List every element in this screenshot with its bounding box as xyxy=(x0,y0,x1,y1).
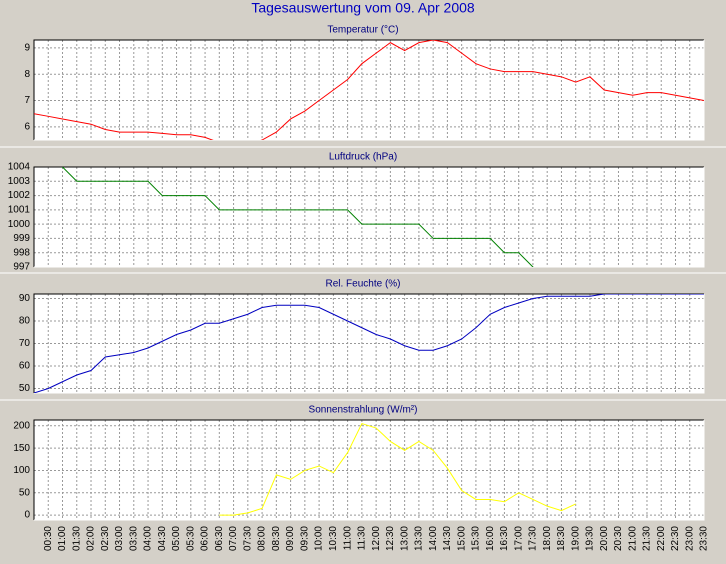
plot-area xyxy=(34,167,704,267)
x-tick-label: 17:30 xyxy=(528,526,539,551)
y-tick-label: 9 xyxy=(24,43,30,54)
x-tick-label: 13:30 xyxy=(414,526,425,551)
x-tick-label: 07:00 xyxy=(228,526,239,551)
y-tick-label: 100 xyxy=(13,465,30,476)
x-tick-label: 18:00 xyxy=(542,526,553,551)
x-tick-label: 10:00 xyxy=(314,526,325,551)
x-tick-label: 06:00 xyxy=(200,526,211,551)
x-tick-label: 21:30 xyxy=(642,526,653,551)
y-tick-label: 998 xyxy=(13,247,30,258)
x-tick-label: 19:00 xyxy=(570,526,581,551)
y-tick-label: 80 xyxy=(19,316,31,327)
plot-border xyxy=(34,167,705,268)
x-tick-label: 02:00 xyxy=(86,526,97,551)
x-tick-label: 20:30 xyxy=(613,526,624,551)
x-tick-label: 03:00 xyxy=(114,526,125,551)
y-tick-label: 999 xyxy=(13,233,30,244)
x-tick-label: 14:30 xyxy=(442,526,453,551)
y-tick-label: 60 xyxy=(19,361,31,372)
y-tick-label: 50 xyxy=(19,383,31,394)
x-tick-label: 03:30 xyxy=(128,526,139,551)
x-tick-label: 10:30 xyxy=(328,526,339,551)
plot-border xyxy=(33,419,704,520)
x-tick-label: 17:00 xyxy=(513,526,524,551)
y-tick-label: 1002 xyxy=(8,190,31,201)
x-tick-label: 05:30 xyxy=(185,526,196,551)
line xyxy=(34,294,704,393)
line xyxy=(61,167,534,267)
y-tick-label: 200 xyxy=(13,420,30,431)
x-tick-label: 12:30 xyxy=(385,526,396,551)
y-tick-label: 1003 xyxy=(8,176,31,187)
panel-title: Luftdruck (hPa) xyxy=(329,152,397,163)
x-tick-label: 20:00 xyxy=(599,526,610,551)
y-tick-label: 1001 xyxy=(8,204,31,215)
y-tick-label: 70 xyxy=(19,338,31,349)
panel-title: Temperatur (°C) xyxy=(327,25,398,36)
x-tick-label: 15:00 xyxy=(456,526,467,551)
x-tick-label: 16:00 xyxy=(485,526,496,551)
line xyxy=(219,422,576,516)
x-tick-label: 23:30 xyxy=(699,526,710,551)
x-tick-label: 08:30 xyxy=(271,526,282,551)
x-tick-label: 22:00 xyxy=(656,526,667,551)
page-title: Tagesauswertung vom 09. Apr 2008 xyxy=(251,0,475,16)
y-tick-label: 6 xyxy=(24,121,30,132)
x-tick-label: 22:30 xyxy=(670,526,681,551)
plot-area xyxy=(34,420,704,520)
x-tick-label: 04:30 xyxy=(157,526,168,551)
plot-border xyxy=(33,166,704,267)
x-tick-label: 21:00 xyxy=(627,526,638,551)
x-tick-label: 01:30 xyxy=(71,526,82,551)
plot-area xyxy=(34,40,704,140)
plot-border xyxy=(34,420,705,521)
y-tick-label: 8 xyxy=(24,69,30,80)
plot-border xyxy=(34,294,705,394)
plot-border xyxy=(33,39,704,140)
plot-area xyxy=(34,294,704,393)
panel-title: Sonnenstrahlung (W/m²) xyxy=(309,405,418,416)
x-tick-label: 05:00 xyxy=(171,526,182,551)
panel-title: Rel. Feuchte (%) xyxy=(325,279,400,290)
x-tick-label: 13:00 xyxy=(399,526,410,551)
plot-border xyxy=(34,40,705,141)
x-tick-label: 08:00 xyxy=(257,526,268,551)
plot-border xyxy=(33,293,704,393)
x-tick-label: 12:00 xyxy=(371,526,382,551)
y-tick-label: 150 xyxy=(13,443,30,454)
x-tick-label: 07:30 xyxy=(242,526,253,551)
x-tick-label: 04:00 xyxy=(143,526,154,551)
x-tick-label: 11:00 xyxy=(342,526,353,551)
x-tick-label: 11:30 xyxy=(357,526,368,551)
x-tick-label: 02:30 xyxy=(100,526,111,551)
line xyxy=(34,40,704,140)
y-tick-label: 1000 xyxy=(8,219,31,230)
y-tick-label: 7 xyxy=(24,95,30,106)
x-tick-label: 23:00 xyxy=(684,526,695,551)
x-tick-label: 09:00 xyxy=(285,526,296,551)
x-tick-label: 19:30 xyxy=(585,526,596,551)
x-tick-label: 14:00 xyxy=(428,526,439,551)
x-tick-label: 15:30 xyxy=(471,526,482,551)
x-tick-label: 16:30 xyxy=(499,526,510,551)
x-tick-label: 06:30 xyxy=(214,526,225,551)
x-tick-label: 00:30 xyxy=(43,526,54,551)
x-tick-label: 09:30 xyxy=(299,526,310,551)
y-tick-label: 50 xyxy=(19,487,31,498)
y-tick-label: 1004 xyxy=(8,162,31,173)
x-tick-label: 01:00 xyxy=(57,526,68,551)
y-tick-label: 0 xyxy=(24,510,30,521)
y-tick-label: 90 xyxy=(19,293,31,304)
x-tick-label: 18:30 xyxy=(556,526,567,551)
y-tick-label: 997 xyxy=(13,262,30,273)
